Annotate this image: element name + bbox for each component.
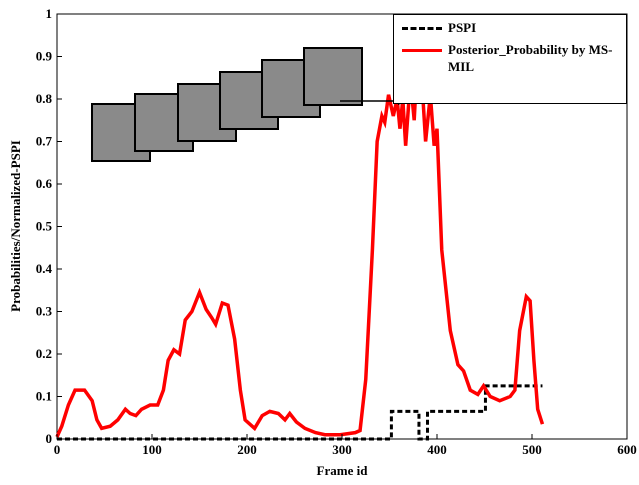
legend: PSPI Posterior_Probability by MS-MIL bbox=[393, 14, 627, 104]
y-tick-label: 0.6 bbox=[36, 176, 53, 191]
legend-label: Posterior_Probability by MS-MIL bbox=[448, 42, 613, 74]
x-tick-label: 100 bbox=[142, 442, 162, 457]
x-tick-label: 300 bbox=[332, 442, 352, 457]
y-tick-label: 0.7 bbox=[36, 134, 53, 149]
face-sequence bbox=[91, 47, 363, 162]
x-tick-label: 400 bbox=[427, 442, 447, 457]
x-tick-label: 600 bbox=[617, 442, 637, 457]
face-image bbox=[303, 47, 363, 106]
y-axis-label: Probabilities/Normalized-PSPI bbox=[8, 140, 23, 312]
y-tick-label: 0.2 bbox=[36, 346, 52, 361]
series-line bbox=[55, 45, 545, 438]
series-line bbox=[57, 384, 543, 441]
y-tick-label: 0.3 bbox=[36, 304, 53, 319]
legend-entry: PSPI bbox=[402, 19, 618, 36]
x-tick-label: 0 bbox=[54, 442, 61, 457]
x-tick-label: 200 bbox=[237, 442, 257, 457]
legend-entry: Posterior_Probability by MS-MIL bbox=[402, 41, 618, 75]
y-tick-label: 0.5 bbox=[36, 219, 53, 234]
x-tick-label: 500 bbox=[522, 442, 542, 457]
x-axis-label: Frame id bbox=[317, 463, 369, 478]
series-layer bbox=[55, 45, 545, 441]
y-tick-label: 0.1 bbox=[36, 389, 52, 404]
legend-label: PSPI bbox=[448, 20, 477, 35]
y-tick-label: 1 bbox=[46, 6, 53, 21]
y-tick-label: 0.9 bbox=[36, 49, 53, 64]
y-tick-label: 0 bbox=[46, 431, 53, 446]
legend-swatch bbox=[402, 49, 442, 52]
legend-swatch bbox=[402, 27, 442, 30]
y-tick-label: 0.8 bbox=[36, 91, 53, 106]
y-tick-label: 0.4 bbox=[36, 261, 53, 276]
